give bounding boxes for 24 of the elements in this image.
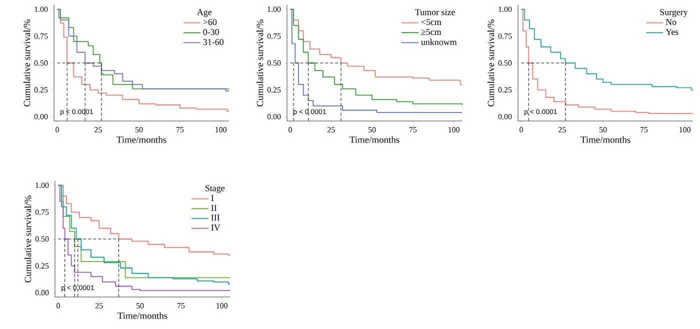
legend-title: Age bbox=[197, 9, 212, 18]
legend-label: 0-30 bbox=[203, 29, 219, 36]
y-axis-title: Cumulative survival/% bbox=[256, 20, 264, 106]
x-axis-title: Time/months bbox=[116, 136, 166, 143]
legend-label: 31-60 bbox=[203, 38, 224, 46]
x-axis-title: Time/months bbox=[118, 312, 168, 319]
legend-title: Surgery bbox=[660, 9, 688, 18]
legend-label: ≥5cm bbox=[421, 28, 442, 35]
legend-label: Yes bbox=[666, 28, 678, 35]
legend-label: IV bbox=[211, 224, 220, 231]
legend-label: II bbox=[211, 204, 217, 211]
x-axis-title: Time/months bbox=[580, 136, 630, 143]
x-axis-title: Time/months bbox=[350, 136, 400, 143]
legend-label: <5cm bbox=[421, 19, 442, 26]
y-axis-title: Cumulative survival/% bbox=[488, 20, 494, 106]
y-axis-title: Cumulative survival/% bbox=[24, 196, 32, 282]
legend-label: III bbox=[211, 214, 220, 221]
legend-title: Stage bbox=[206, 185, 225, 194]
legend-title: Tumor size bbox=[415, 9, 455, 16]
y-axis-title: Cumulative survival/% bbox=[24, 20, 30, 106]
legend-label: No bbox=[666, 19, 676, 26]
legend-label: I bbox=[211, 195, 214, 201]
legend-label: >60 bbox=[203, 19, 217, 26]
legend-label: unknowm bbox=[421, 38, 457, 46]
